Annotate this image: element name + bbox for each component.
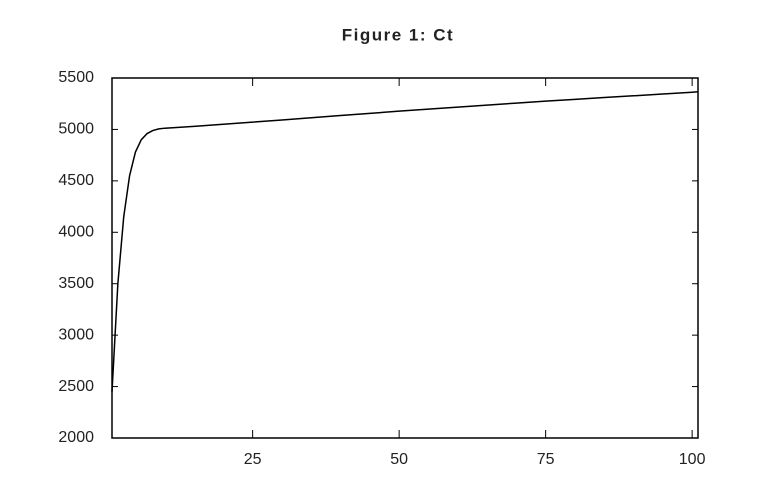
chart-title: Figure 1: Ct [342,25,454,44]
plot-frame [111,77,699,439]
x-tick-label: 100 [679,451,706,468]
x-tick-label: 50 [390,451,408,468]
series-line [111,91,699,392]
y-tick-label: 4500 [58,172,94,189]
x-tick-label: 75 [537,451,555,468]
y-tick-label: 2000 [58,429,94,446]
x-tick-label: 25 [244,451,262,468]
y-tick-label: 2500 [58,378,94,395]
y-tick-label: 3500 [58,275,94,292]
y-tick-label: 4000 [58,224,94,241]
y-tick-label: 5500 [58,69,94,86]
y-tick-label: 5000 [58,121,94,138]
y-tick-label: 3000 [58,326,94,343]
